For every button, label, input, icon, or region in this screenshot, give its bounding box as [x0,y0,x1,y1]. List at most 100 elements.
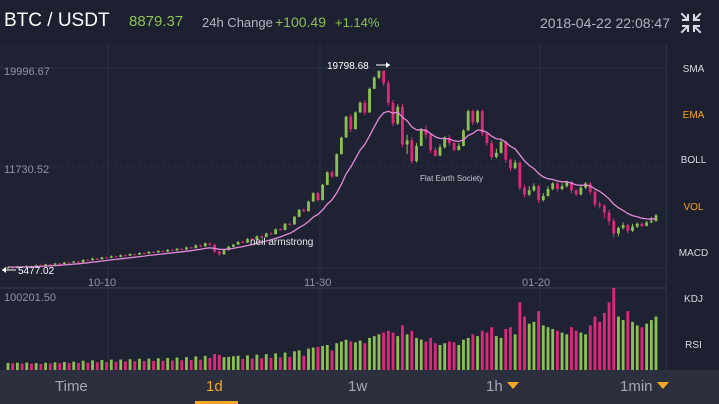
candle [58,263,62,265]
candlestick-chart[interactable]: 19996.67 11730.52 5477.02 19798.68 neil … [0,44,666,370]
candle [91,258,94,261]
volume-bar [34,363,38,370]
candle [311,193,315,202]
volume-bar [114,361,118,370]
candle [161,250,165,252]
candle [513,162,517,169]
candle [344,116,348,138]
volume-bar [476,336,479,370]
volume-bar [208,357,212,370]
tab-time[interactable]: Time [55,378,88,395]
exit-fullscreen-button[interactable] [680,12,702,34]
chart-area[interactable]: 19996.67 11730.52 5477.02 19798.68 neil … [0,44,666,370]
candle [363,102,367,113]
volume-bar [391,332,395,370]
volume-bar [523,316,526,370]
volume-bar [368,337,371,370]
candle [471,111,475,123]
candle [593,191,597,205]
candle [607,212,611,221]
volume-bar [152,360,155,370]
tab-label: 1w [348,378,368,395]
candle [133,254,137,256]
volume-bar [607,302,611,370]
volume-bar [236,355,240,370]
change-label: 24h Change [202,15,273,30]
volume-bar [490,327,494,370]
indicator-kdj[interactable]: KDJ [684,294,703,305]
candle [358,102,362,113]
candle [602,205,606,213]
volume-bar [330,350,334,370]
candle [396,106,400,124]
volume-bar [95,362,99,370]
volume-bar [58,363,62,370]
volume-bar [532,321,536,370]
candle [565,182,569,187]
active-tab-indicator [195,401,238,404]
volume-bar [138,358,141,370]
candle [537,186,541,201]
candle [354,112,357,130]
volume-bar [283,352,287,370]
candle [34,265,38,267]
volume-bar [274,353,278,370]
volume-bar [640,327,644,370]
annotation-neil-armstrong: neil armstrong [250,237,313,248]
max-price-label: 19798.68 [327,61,369,72]
volume-bar [598,321,602,370]
tab-label: 1h [486,378,503,395]
volume-bar [612,288,616,370]
volume-bar [354,342,357,370]
candle [368,88,371,113]
volume-bar [513,334,517,370]
candle [67,262,71,264]
volume-bar [480,330,484,370]
volume-bar [584,334,587,370]
indicator-rsi[interactable]: RSI [685,340,702,351]
candle [105,257,109,259]
volume-bar [166,357,170,370]
candle [321,184,325,201]
x-label-1: 10-10 [88,277,116,289]
tab-1h[interactable]: 1h [486,378,519,395]
candle [185,247,188,250]
tab-1d[interactable]: 1d [206,378,223,395]
candle [532,186,536,191]
candle [377,70,381,78]
volume-bar [227,356,231,370]
volume-bar [142,361,146,370]
volume-bar [264,354,268,370]
candle [156,250,160,253]
volume-bar [424,341,428,370]
volume-bar [91,360,94,370]
indicator-ema[interactable]: EMA [682,110,705,121]
indicator-sma[interactable]: SMA [682,64,705,75]
candle [62,262,66,264]
candle [635,223,639,227]
volume-bar [386,330,390,370]
volume-bar [86,362,90,370]
volume-bar [72,361,76,370]
indicator-vol[interactable]: VOL [683,202,704,213]
volume-bar [250,358,254,370]
tab-1min[interactable]: 1min [620,378,669,395]
candle [297,209,301,217]
volume-bar [377,334,381,370]
candle [100,257,104,260]
volume-bar [316,346,320,370]
indicator-macd[interactable]: MACD [678,248,709,259]
tab-1w[interactable]: 1w [348,378,367,395]
volume-bar [631,321,634,370]
indicator-boll[interactable]: BOLL [680,155,707,166]
y-label-mid: 11730.52 [4,164,49,176]
volume-bar [410,330,414,370]
tab-label: 1min [620,378,653,395]
volume-bar [401,325,404,370]
candle [410,140,414,162]
candle [509,159,512,169]
candle [579,187,583,195]
candle [372,77,376,89]
candle [490,143,494,157]
change-percent: +1.14% [335,15,380,30]
